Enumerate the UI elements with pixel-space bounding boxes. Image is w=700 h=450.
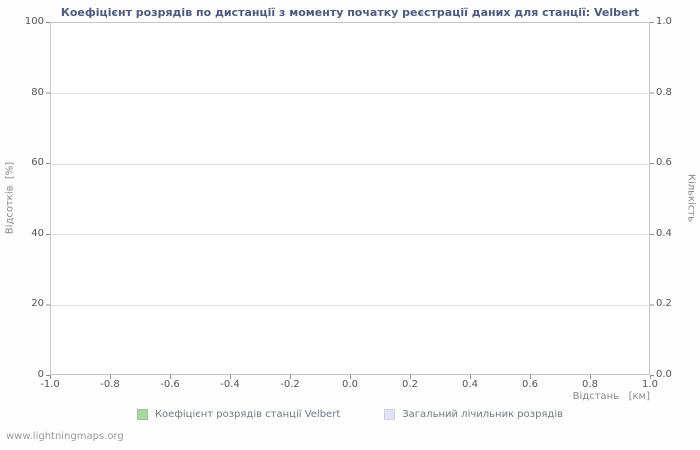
gridline-40: [51, 234, 649, 235]
plot-area: [50, 22, 650, 375]
x-tick-label: -0.6: [160, 379, 180, 390]
y-left-tick-label: 40: [31, 228, 44, 239]
y-axis-label-left: Відсотків [%]: [4, 161, 16, 235]
legend-item-station-ratio: Коефіцієнт розрядів станції Velbert: [136, 409, 341, 420]
y-right-tick-label: 1.0: [656, 16, 672, 27]
x-tick-label: 0.8: [582, 379, 598, 390]
x-tick-label: -0.4: [220, 379, 240, 390]
y-left-tick-label: 0: [37, 369, 44, 380]
y-right-tick-label: 0.4: [656, 228, 672, 239]
legend-swatch-green: [136, 409, 148, 420]
x-tick-label: 0.6: [522, 379, 538, 390]
x-axis-ticks: [50, 375, 651, 379]
watermark-link[interactable]: www.lightningmaps.org: [6, 431, 124, 442]
y-left-tick-label: 60: [31, 157, 44, 168]
legend: Коефіцієнт розрядів станції Velbert Зага…: [0, 409, 700, 420]
y-left-tick-label: 20: [31, 298, 44, 309]
y-left-tick-label: 100: [24, 16, 44, 27]
x-axis-label: Відстань [км]: [572, 391, 650, 402]
y-axis-label-right: Кількість: [685, 173, 697, 223]
x-tick-label: -0.8: [100, 379, 120, 390]
legend-label-total-counter: Загальний лічильник розрядів: [402, 409, 564, 420]
gridline-80: [51, 93, 649, 94]
gridline-20: [51, 305, 649, 306]
x-tick-label: 0.0: [342, 379, 358, 390]
y-right-tick-label: 0.6: [656, 157, 672, 168]
y-axis-right-ticks: [650, 22, 654, 376]
y-right-tick-label: 0.2: [656, 298, 672, 309]
y-left-tick-label: 80: [31, 87, 44, 98]
x-tick-label: -0.2: [280, 379, 300, 390]
legend-swatch-lavender: [384, 409, 396, 420]
chart-title: Коефіцієнт розрядів по дистанції з момен…: [60, 6, 640, 19]
x-tick-label: 1.0: [642, 379, 658, 390]
x-tick-label: 0.4: [462, 379, 478, 390]
y-right-tick-label: 0.8: [656, 87, 672, 98]
y-axis-left-ticks: [46, 22, 50, 376]
x-tick-label: 0.2: [402, 379, 418, 390]
x-tick-label: -1.0: [40, 379, 60, 390]
gridline-60: [51, 164, 649, 165]
y-right-tick-label: 0.0: [656, 369, 672, 380]
legend-item-total-counter: Загальний лічильник розрядів: [384, 409, 563, 420]
legend-label-station-ratio: Коефіцієнт розрядів станції Velbert: [154, 409, 341, 420]
